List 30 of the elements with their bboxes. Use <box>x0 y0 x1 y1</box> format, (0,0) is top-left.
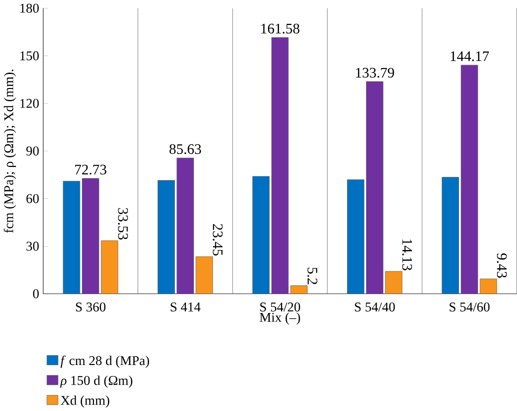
data-label: 33.53 <box>118 208 128 240</box>
y-axis-title: fcm (MPa); ρ (Ωm); Xd (mm). <box>4 70 16 233</box>
data-label: 9.43 <box>496 253 507 278</box>
x-tick-label: S 414 <box>170 302 200 312</box>
data-label: 14.13 <box>402 240 412 270</box>
y-tick-label: 60 <box>26 194 39 204</box>
data-label: 85.63 <box>170 144 202 154</box>
data-label: 144.17 <box>450 51 489 62</box>
data-label: 23.45 <box>212 224 223 256</box>
x-tick-label: S 54/40 <box>354 302 395 312</box>
y-tick-label: 30 <box>26 242 39 251</box>
data-label: 161.58 <box>261 24 300 34</box>
y-tick-label: 180 <box>20 4 39 13</box>
y-tick-label: 150 <box>20 51 39 60</box>
legend-label: Xd (mm) <box>60 396 110 408</box>
y-tick-label: 120 <box>20 98 39 108</box>
bar <box>290 285 308 294</box>
legend-label: ρ 150 d (Ωm) <box>60 376 132 388</box>
data-label: 133.79 <box>356 68 394 78</box>
x-axis-title: Mix (–) <box>260 312 300 325</box>
bar <box>252 176 270 294</box>
x-tick-label: S 54/20 <box>260 302 300 312</box>
x-tick-label: S 54/60 <box>450 302 490 312</box>
x-tick-label: S 360 <box>76 302 106 312</box>
legend-label: f cm 28 d (MPa) <box>60 356 150 368</box>
data-label: 5.2 <box>307 268 318 284</box>
data-label: 72.73 <box>75 164 106 175</box>
y-tick-label: 0 <box>33 289 39 298</box>
bar <box>271 37 289 294</box>
y-tick-label: 90 <box>26 146 39 156</box>
